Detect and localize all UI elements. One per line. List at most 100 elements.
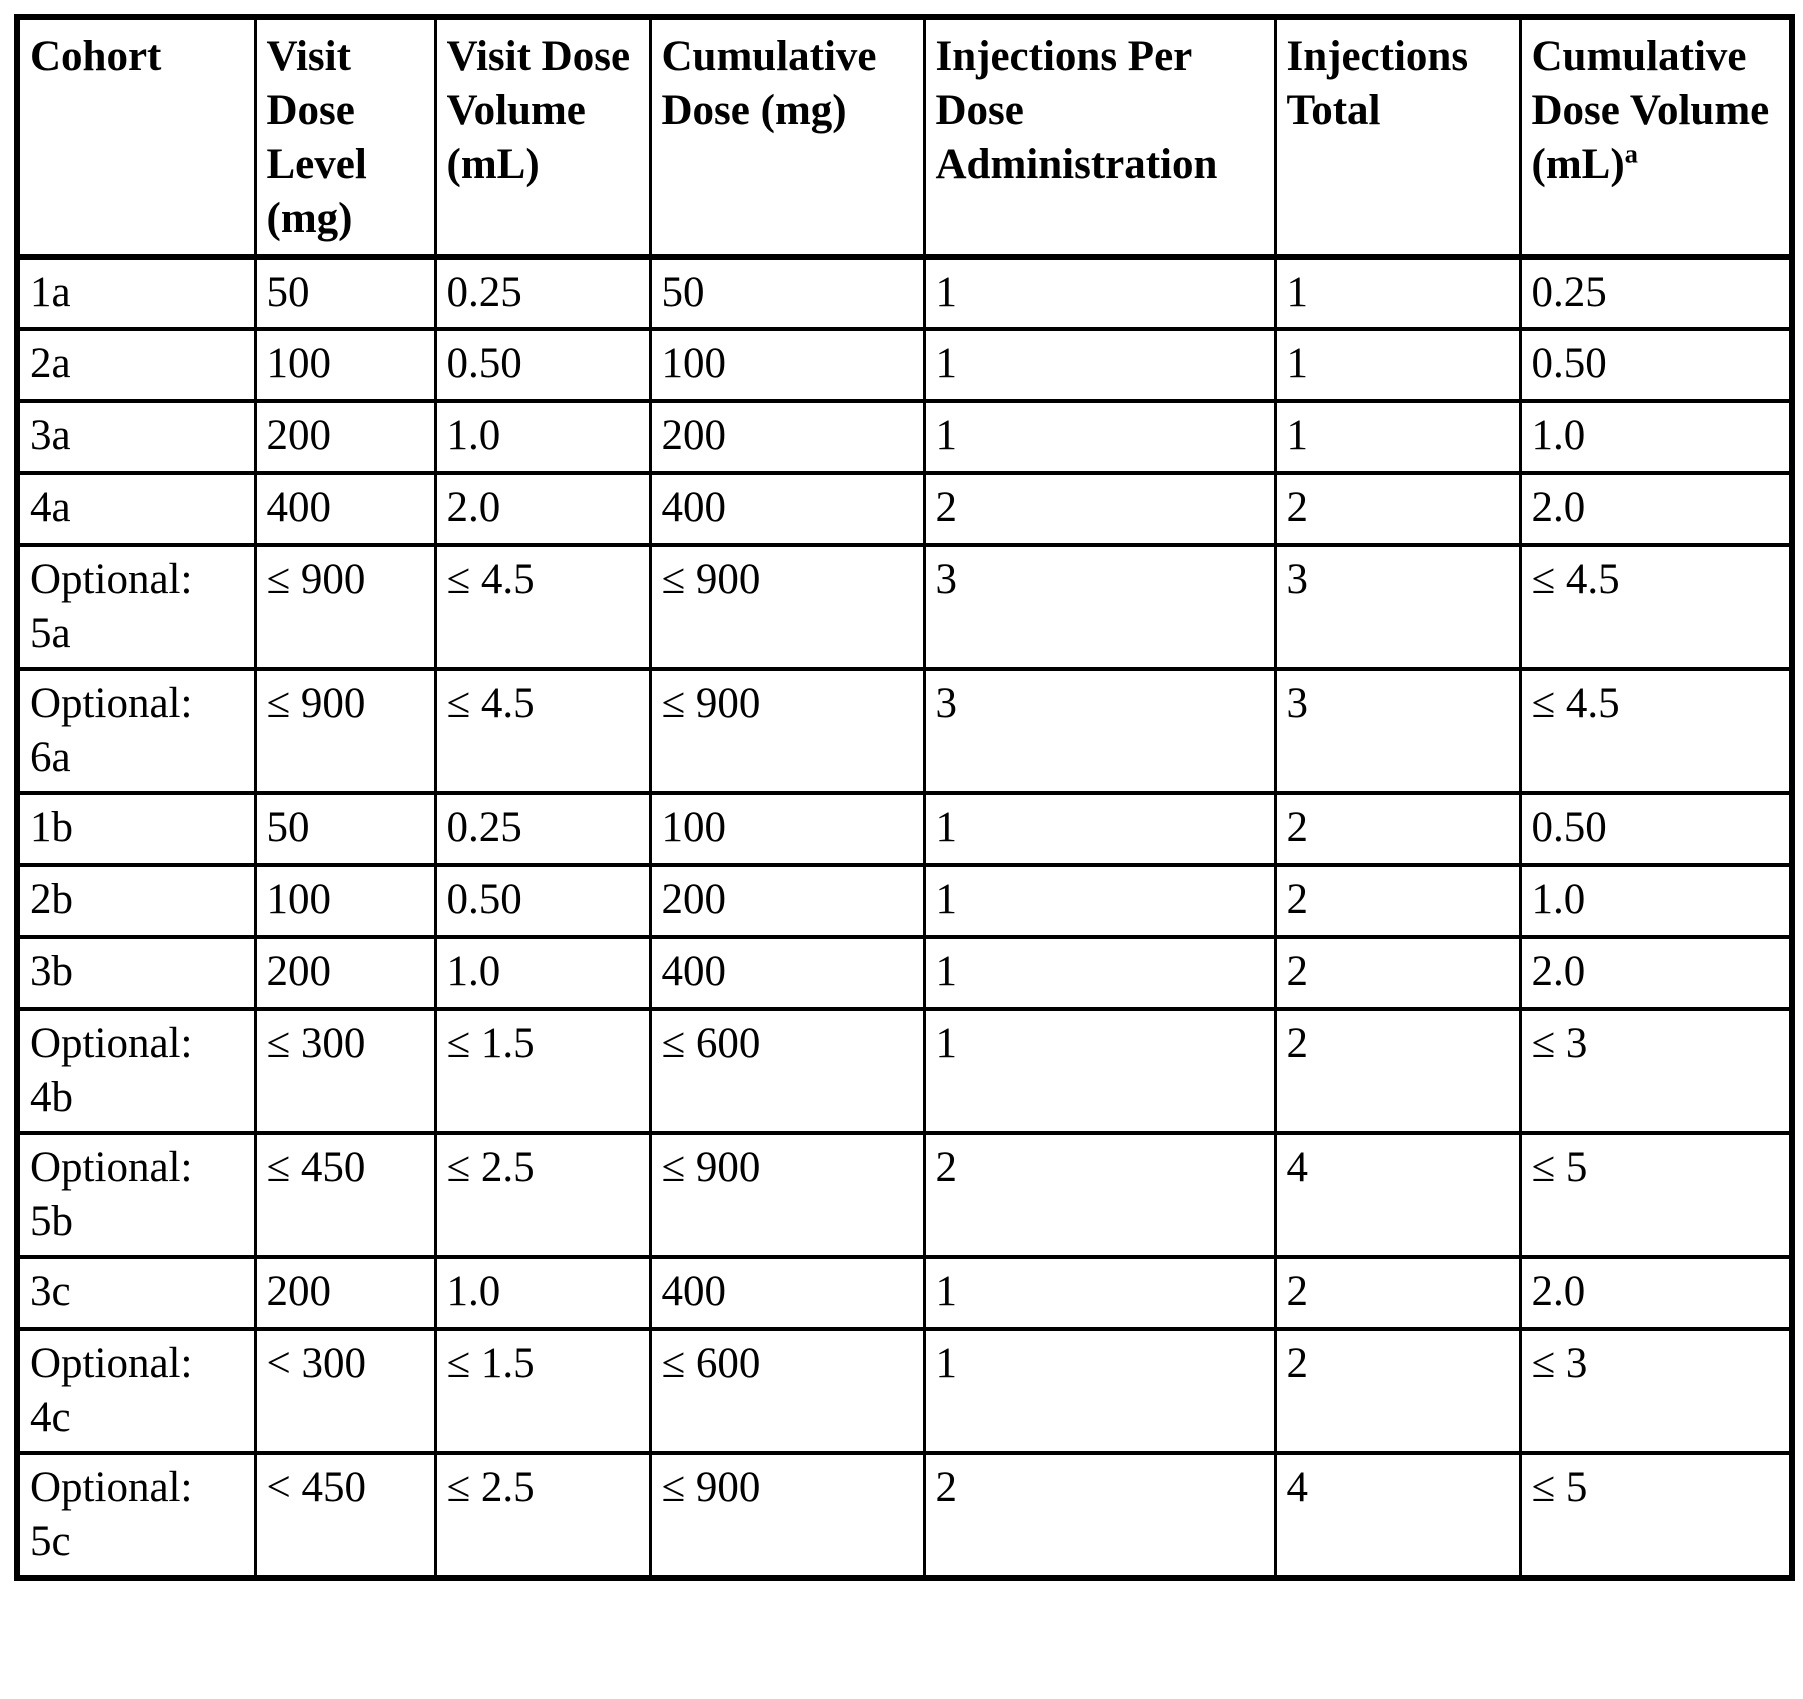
table-row: Optional: 4b ≤ 300 ≤ 1.5 ≤ 600 1 2 ≤ 3 (15, 1007, 1794, 1135)
injections-total-cell: 2 (1273, 791, 1522, 867)
visit-dose-volume-cell: 1.0 (433, 1255, 652, 1331)
col-header-cumulative-dose-volume: Cumulative Dose Volume (mL)a (1518, 15, 1794, 260)
cohort-cell: 2b (15, 863, 257, 939)
visit-dose-level-cell: 200 (253, 399, 437, 475)
cumulative-dose-cell: ≤ 600 (648, 1007, 926, 1135)
cumulative-dose-volume-cell: 2.0 (1518, 471, 1794, 547)
injections-per-dose-administration-cell: 1 (922, 1007, 1277, 1135)
table-row: 4a 400 2.0 400 2 2 2.0 (15, 471, 1794, 547)
injections-per-dose-administration-cell: 3 (922, 667, 1277, 795)
col-header-label: Cumulative Dose Volume (mL) (1531, 33, 1770, 188)
table-row: 1a 50 0.25 50 1 1 0.25 (15, 255, 1794, 331)
injections-per-dose-administration-cell: 1 (922, 791, 1277, 867)
cumulative-dose-volume-cell: 1.0 (1518, 399, 1794, 475)
injections-per-dose-administration-cell: 1 (922, 1327, 1277, 1455)
col-header-visit-dose-level: Visit Dose Level (mg) (253, 15, 437, 260)
cumulative-dose-cell: ≤ 900 (648, 1451, 926, 1580)
visit-dose-level-cell: 200 (253, 935, 437, 1011)
cumulative-dose-volume-cell: ≤ 3 (1518, 1007, 1794, 1135)
visit-dose-level-cell: 200 (253, 1255, 437, 1331)
cumulative-dose-volume-cell: 2.0 (1518, 935, 1794, 1011)
injections-per-dose-administration-cell: 3 (922, 543, 1277, 671)
cohort-cell: Optional: 4c (15, 1327, 257, 1455)
injections-total-cell: 2 (1273, 863, 1522, 939)
cumulative-dose-cell: 400 (648, 471, 926, 547)
injections-total-cell: 3 (1273, 667, 1522, 795)
cohort-cell: 2a (15, 327, 257, 403)
cumulative-dose-volume-cell: 0.50 (1518, 791, 1794, 867)
visit-dose-volume-cell: 2.0 (433, 471, 652, 547)
visit-dose-volume-cell: 0.25 (433, 791, 652, 867)
cumulative-dose-cell: 100 (648, 327, 926, 403)
injections-total-cell: 4 (1273, 1451, 1522, 1580)
cohort-cell: 4a (15, 471, 257, 547)
cumulative-dose-cell: ≤ 900 (648, 1131, 926, 1259)
table-row: 1b 50 0.25 100 1 2 0.50 (15, 791, 1794, 867)
cumulative-dose-volume-cell: 0.25 (1518, 255, 1794, 331)
cohort-cell: 3a (15, 399, 257, 475)
injections-total-cell: 4 (1273, 1131, 1522, 1259)
cumulative-dose-volume-cell: ≤ 4.5 (1518, 543, 1794, 671)
cohort-cell: Optional: 4b (15, 1007, 257, 1135)
visit-dose-volume-cell: ≤ 4.5 (433, 667, 652, 795)
injections-total-cell: 2 (1273, 1255, 1522, 1331)
cumulative-dose-cell: 50 (648, 255, 926, 331)
cohort-cell: Optional: 6a (15, 667, 257, 795)
cumulative-dose-cell: 200 (648, 863, 926, 939)
visit-dose-volume-cell: ≤ 2.5 (433, 1451, 652, 1580)
injections-per-dose-administration-cell: 2 (922, 471, 1277, 547)
visit-dose-volume-cell: ≤ 4.5 (433, 543, 652, 671)
visit-dose-level-cell: 100 (253, 327, 437, 403)
table-row: 3c 200 1.0 400 1 2 2.0 (15, 1255, 1794, 1331)
table-row: 3b 200 1.0 400 1 2 2.0 (15, 935, 1794, 1011)
injections-total-cell: 1 (1273, 399, 1522, 475)
cohort-cell: 3c (15, 1255, 257, 1331)
cumulative-dose-cell: 400 (648, 1255, 926, 1331)
injections-total-cell: 2 (1273, 471, 1522, 547)
cumulative-dose-cell: 100 (648, 791, 926, 867)
dose-escalation-table: Cohort Visit Dose Level (mg) Visit Dose … (14, 14, 1795, 1581)
cumulative-dose-volume-cell: 2.0 (1518, 1255, 1794, 1331)
visit-dose-volume-cell: 0.50 (433, 863, 652, 939)
injections-per-dose-administration-cell: 1 (922, 1255, 1277, 1331)
visit-dose-level-cell: < 450 (253, 1451, 437, 1580)
col-header-injections-per-dose-administration: Injections Per Dose Administration (922, 15, 1277, 260)
col-header-visit-dose-volume: Visit Dose Volume (mL) (433, 15, 652, 260)
visit-dose-volume-cell: ≤ 1.5 (433, 1327, 652, 1455)
visit-dose-volume-cell: ≤ 1.5 (433, 1007, 652, 1135)
injections-total-cell: 1 (1273, 255, 1522, 331)
visit-dose-level-cell: 50 (253, 255, 437, 331)
table-row: 2b 100 0.50 200 1 2 1.0 (15, 863, 1794, 939)
cohort-cell: Optional: 5c (15, 1451, 257, 1580)
injections-per-dose-administration-cell: 2 (922, 1451, 1277, 1580)
injections-per-dose-administration-cell: 2 (922, 1131, 1277, 1259)
visit-dose-level-cell: 50 (253, 791, 437, 867)
visit-dose-level-cell: ≤ 300 (253, 1007, 437, 1135)
cumulative-dose-volume-cell: ≤ 5 (1518, 1131, 1794, 1259)
cohort-cell: 1a (15, 255, 257, 331)
injections-per-dose-administration-cell: 1 (922, 863, 1277, 939)
table-row: Optional: 5a ≤ 900 ≤ 4.5 ≤ 900 3 3 ≤ 4.5 (15, 543, 1794, 671)
cumulative-dose-volume-cell: ≤ 5 (1518, 1451, 1794, 1580)
visit-dose-level-cell: ≤ 900 (253, 667, 437, 795)
table-row: Optional: 6a ≤ 900 ≤ 4.5 ≤ 900 3 3 ≤ 4.5 (15, 667, 1794, 795)
table-row: Optional: 5c < 450 ≤ 2.5 ≤ 900 2 4 ≤ 5 (15, 1451, 1794, 1580)
cumulative-dose-volume-cell: 0.50 (1518, 327, 1794, 403)
cumulative-dose-cell: ≤ 900 (648, 667, 926, 795)
col-header-injections-total: Injections Total (1273, 15, 1522, 260)
visit-dose-level-cell: ≤ 900 (253, 543, 437, 671)
cohort-cell: Optional: 5b (15, 1131, 257, 1259)
injections-total-cell: 2 (1273, 1007, 1522, 1135)
visit-dose-volume-cell: 0.50 (433, 327, 652, 403)
col-header-cumulative-dose: Cumulative Dose (mg) (648, 15, 926, 260)
cumulative-dose-volume-cell: ≤ 3 (1518, 1327, 1794, 1455)
visit-dose-level-cell: < 300 (253, 1327, 437, 1455)
visit-dose-volume-cell: 0.25 (433, 255, 652, 331)
cohort-cell: Optional: 5a (15, 543, 257, 671)
cumulative-dose-cell: ≤ 600 (648, 1327, 926, 1455)
injections-per-dose-administration-cell: 1 (922, 255, 1277, 331)
cumulative-dose-volume-cell: 1.0 (1518, 863, 1794, 939)
table-row: Optional: 5b ≤ 450 ≤ 2.5 ≤ 900 2 4 ≤ 5 (15, 1131, 1794, 1259)
header-row: Cohort Visit Dose Level (mg) Visit Dose … (15, 15, 1794, 260)
injections-per-dose-administration-cell: 1 (922, 327, 1277, 403)
